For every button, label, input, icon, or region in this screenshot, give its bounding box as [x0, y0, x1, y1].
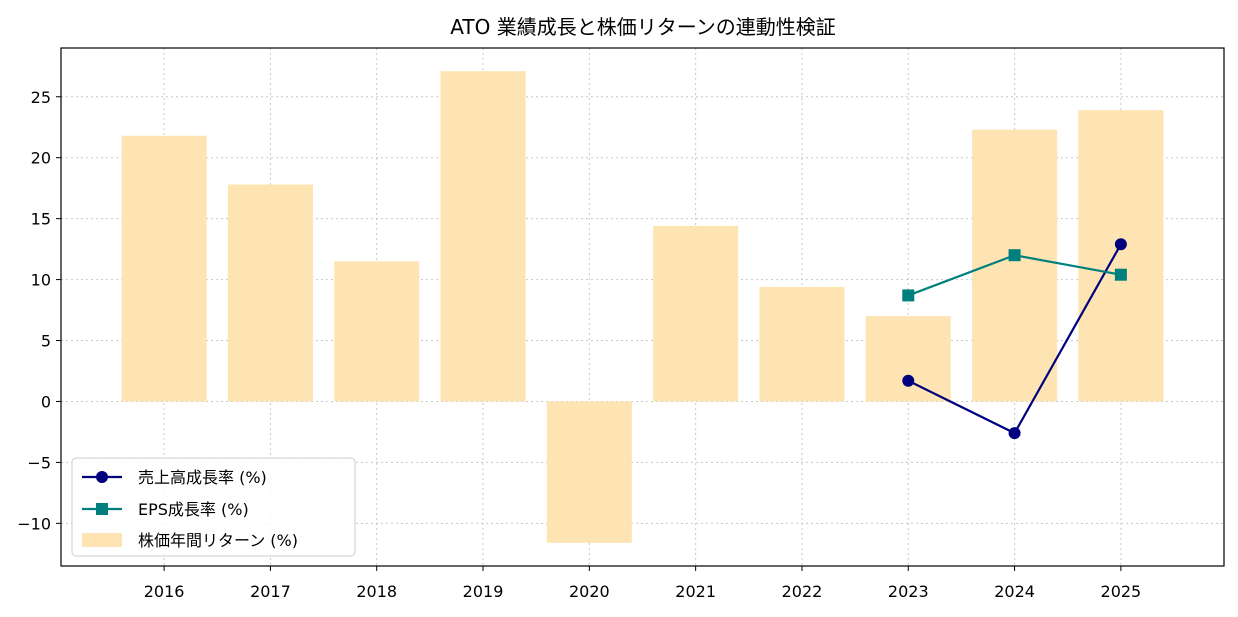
legend-bar-swatch: [82, 533, 122, 547]
plot-frame: [60, 47, 1225, 567]
series-0-point-2024: [1008, 427, 1021, 440]
bars-layer: [121, 71, 1164, 543]
series-1-point-2025: [1114, 268, 1127, 281]
bar-2019: [440, 71, 526, 402]
x-tick-label: 2023: [888, 582, 929, 601]
x-tick-label: 2024: [994, 582, 1035, 601]
bar-2022: [759, 286, 845, 402]
lines-layer: [902, 238, 1127, 440]
y-tick-label: 5: [41, 332, 51, 351]
y-tick-label: 25: [31, 88, 51, 107]
y-tick-label: 10: [31, 271, 51, 290]
legend: 売上高成長率 (%) EPS成長率 (%) 株価年間リターン (%): [71, 457, 356, 557]
x-tick-label: 2016: [144, 582, 185, 601]
x-tick-label: 2017: [250, 582, 291, 601]
legend-marker-1: [96, 503, 108, 515]
legend-box: [71, 457, 356, 557]
bar-2017: [227, 184, 313, 402]
x-tick-label: 2025: [1101, 582, 1142, 601]
bar-2018: [334, 261, 420, 402]
y-tick-label: −10: [17, 514, 51, 533]
legend-marker-0: [96, 471, 108, 483]
x-axis: 2016 2017 2018 2019 2020 2021 2022 2023 2024 2025: [144, 566, 1141, 601]
bar-2025: [1078, 110, 1164, 402]
x-tick-label: 2019: [463, 582, 504, 601]
legend-label-0: 売上高成長率 (%): [138, 468, 267, 487]
legend-label-bars: 株価年間リターン (%): [138, 531, 298, 550]
series-0-point-2025: [1114, 238, 1127, 251]
x-tick-label: 2021: [675, 582, 716, 601]
y-tick-label: −5: [27, 453, 51, 472]
grid-layer: [61, 48, 1224, 566]
series-1-point-2024: [1008, 249, 1021, 262]
y-tick-label: 20: [31, 149, 51, 168]
y-tick-label: 15: [31, 210, 51, 229]
bar-2020: [546, 401, 632, 543]
x-tick-label: 2018: [356, 582, 397, 601]
series-0-point-2023: [902, 374, 915, 387]
legend-label-1: EPS成長率 (%): [138, 500, 249, 519]
x-tick-label: 2022: [782, 582, 823, 601]
bar-2023: [865, 316, 951, 402]
bar-2016: [121, 135, 207, 402]
series-1-point-2023: [902, 289, 915, 302]
bar-2021: [653, 225, 739, 402]
x-tick-label: 2020: [569, 582, 610, 601]
chart-title: ATO 業績成長と株価リターンの連動性検証: [450, 15, 835, 39]
y-tick-label: 0: [41, 392, 51, 411]
y-axis: −10 −5 0 5 10 15 20 25: [17, 88, 61, 533]
